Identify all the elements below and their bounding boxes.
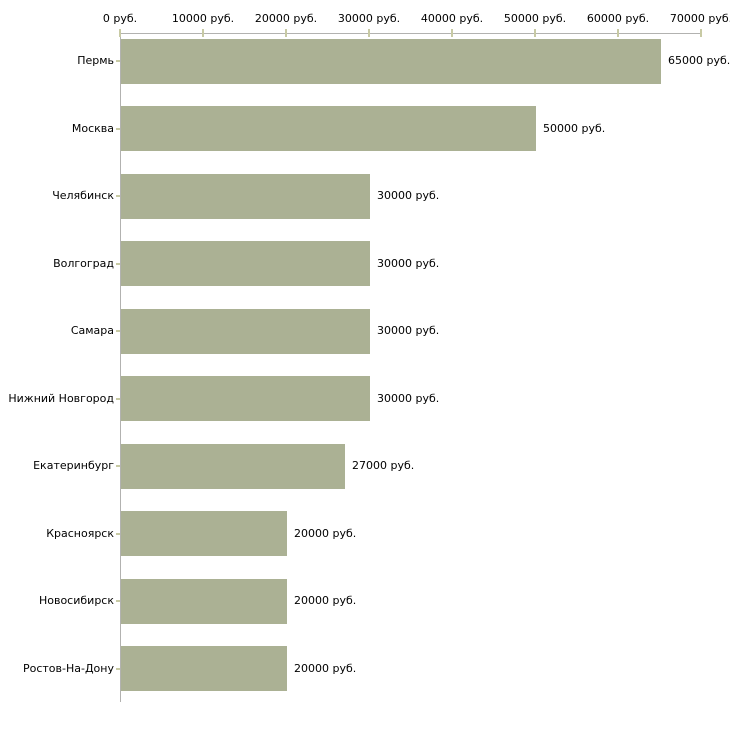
category-label: Ростов-На-Дону [22, 661, 114, 675]
bar [121, 443, 345, 489]
category-tick-mark [116, 330, 120, 332]
category-label: Новосибирск [38, 594, 114, 607]
x-axis-tick-mark [451, 29, 453, 37]
x-axis-tick-mark [534, 29, 536, 37]
value-label: 20000 руб. [294, 526, 357, 540]
x-axis-tick-mark [617, 29, 619, 37]
bar [121, 376, 370, 421]
value-label: 30000 руб. [377, 256, 440, 270]
category-tick-mark [116, 667, 120, 670]
value-label: 30000 руб. [377, 189, 440, 202]
bar [121, 511, 287, 556]
category-tick-mark [116, 262, 120, 265]
value-label: 20000 руб. [294, 661, 357, 675]
bar [121, 38, 661, 84]
x-axis-tick-label: 70000 руб. [669, 12, 730, 25]
category-tick-mark [116, 397, 120, 400]
category-label: Красноярск [46, 526, 114, 540]
bar [121, 646, 287, 691]
bar [121, 578, 287, 624]
category-tick-mark [116, 127, 120, 130]
category-tick-mark [116, 195, 120, 197]
category-label: Москва [71, 121, 114, 135]
x-axis-tick-mark [119, 29, 121, 37]
value-label: 20000 руб. [294, 594, 357, 607]
x-axis-tick-label: 10000 руб. [171, 12, 235, 25]
x-axis-tick-mark [700, 29, 702, 37]
x-axis-tick-mark [202, 29, 204, 37]
bar [121, 241, 370, 286]
plot-area [120, 33, 701, 702]
x-axis-tick-label: 20000 руб. [254, 12, 318, 25]
x-axis-tick-label: 60000 руб. [586, 12, 650, 25]
value-label: 50000 руб. [543, 121, 606, 135]
x-axis-tick-mark [285, 29, 287, 37]
value-label: 65000 руб. [668, 54, 730, 67]
x-axis-tick-label: 40000 руб. [420, 12, 484, 25]
x-axis-tick-mark [368, 29, 370, 37]
x-axis-tick-label: 50000 руб. [503, 12, 567, 25]
category-tick-mark [116, 532, 120, 535]
category-tick-mark [116, 60, 120, 62]
category-label: Нижний Новгород [8, 391, 114, 405]
category-label: Пермь [77, 54, 114, 67]
category-tick-mark [116, 600, 120, 602]
value-label: 27000 руб. [352, 459, 415, 472]
bar [121, 106, 536, 151]
category-tick-mark [116, 465, 120, 467]
category-label: Челябинск [52, 189, 114, 202]
bar [121, 173, 370, 219]
value-label: 30000 руб. [377, 391, 440, 405]
category-label: Екатеринбург [33, 459, 114, 472]
bar [121, 308, 370, 354]
category-label: Волгоград [53, 256, 114, 270]
x-axis-tick-label: 30000 руб. [337, 12, 401, 25]
value-label: 30000 руб. [377, 324, 440, 337]
category-label: Самара [70, 324, 114, 337]
x-axis-tick-label: 0 руб. [102, 12, 138, 25]
